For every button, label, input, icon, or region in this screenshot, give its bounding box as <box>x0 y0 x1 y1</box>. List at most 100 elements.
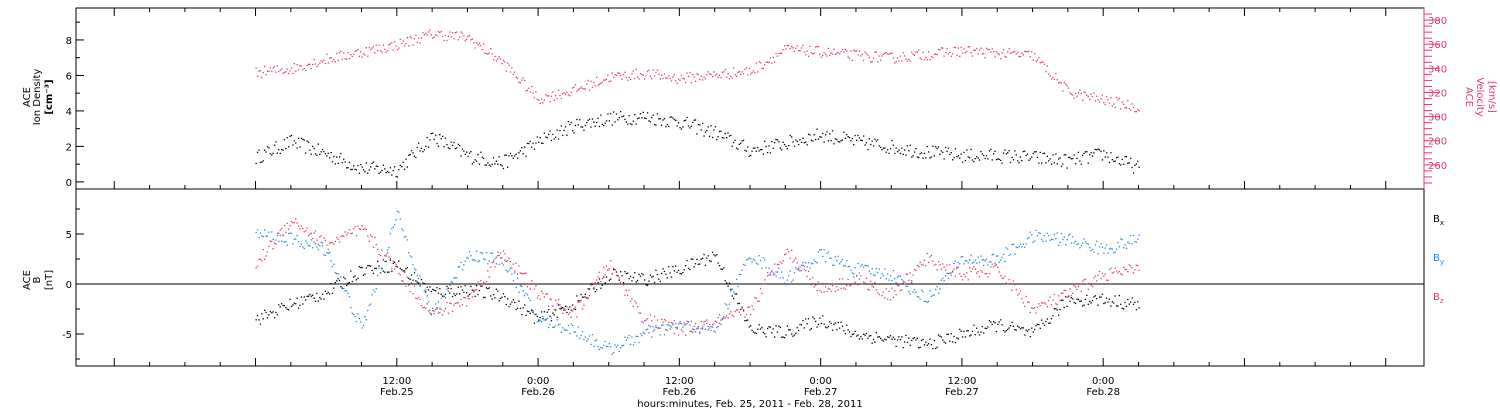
data-point <box>316 239 318 241</box>
data-point <box>764 140 766 142</box>
data-point <box>394 268 396 270</box>
data-point <box>395 263 397 265</box>
data-point <box>580 86 582 88</box>
data-point <box>408 284 410 286</box>
data-point <box>371 47 373 49</box>
data-point <box>754 71 756 74</box>
data-point <box>622 284 625 286</box>
data-point <box>443 39 445 42</box>
data-point <box>1029 311 1031 314</box>
data-point <box>320 241 322 244</box>
data-point <box>491 53 493 55</box>
data-point <box>563 307 565 310</box>
data-point <box>543 99 545 101</box>
data-point <box>798 143 800 146</box>
data-point <box>675 265 677 267</box>
data-point <box>303 139 305 141</box>
data-point <box>913 54 916 57</box>
data-point <box>971 330 974 333</box>
data-point <box>1084 92 1087 94</box>
data-point <box>898 336 900 338</box>
data-point <box>364 170 366 173</box>
data-point <box>865 277 868 279</box>
data-point <box>492 294 495 296</box>
data-point <box>683 322 685 324</box>
data-point <box>700 258 702 260</box>
data-point <box>275 141 277 143</box>
data-point <box>752 331 755 333</box>
data-point <box>829 321 831 323</box>
data-point <box>490 266 492 268</box>
data-point <box>851 333 853 336</box>
data-point <box>851 137 853 140</box>
data-point <box>945 52 947 54</box>
data-point <box>806 144 808 146</box>
data-point <box>435 308 437 310</box>
data-point <box>536 136 538 138</box>
data-point <box>939 49 941 51</box>
data-point <box>644 279 646 281</box>
data-point <box>757 328 759 330</box>
data-point <box>310 295 312 297</box>
data-point <box>974 334 976 336</box>
data-point <box>278 70 280 73</box>
data-point <box>306 227 308 229</box>
data-point <box>870 273 872 275</box>
data-point <box>262 236 264 238</box>
data-point <box>881 294 883 297</box>
data-point <box>297 225 300 227</box>
data-point <box>741 307 743 309</box>
data-point <box>613 111 615 113</box>
data-point <box>281 303 283 305</box>
data-point <box>783 143 786 146</box>
data-point <box>399 267 401 270</box>
data-point <box>707 325 709 328</box>
data-point <box>799 50 801 52</box>
data-point <box>353 228 355 230</box>
data-point <box>271 231 273 233</box>
data-point <box>1024 50 1026 52</box>
data-point <box>290 67 293 69</box>
data-point <box>470 292 472 294</box>
data-point <box>379 171 382 173</box>
data-point <box>292 304 294 306</box>
data-point <box>546 317 548 320</box>
data-point <box>1121 101 1123 103</box>
data-point <box>639 333 642 335</box>
data-point <box>1062 90 1064 92</box>
data-point <box>1086 283 1088 285</box>
data-point <box>1103 302 1105 305</box>
data-point <box>591 334 594 336</box>
data-point <box>912 155 914 157</box>
data-point <box>936 54 938 56</box>
data-point <box>615 113 618 115</box>
data-point <box>820 291 822 293</box>
data-point <box>601 347 603 349</box>
data-point <box>930 156 933 158</box>
data-point <box>1043 234 1046 237</box>
data-point <box>467 257 469 259</box>
data-point <box>961 161 964 163</box>
data-point <box>460 31 462 33</box>
data-point <box>631 336 633 338</box>
data-point <box>1104 103 1106 106</box>
data-point <box>731 295 733 297</box>
data-point <box>1083 304 1085 306</box>
data-point <box>666 77 668 79</box>
data-point <box>313 59 315 61</box>
data-point <box>823 52 825 54</box>
data-point <box>1050 318 1053 320</box>
data-point <box>538 99 540 101</box>
data-point <box>830 290 832 293</box>
data-point <box>598 271 601 273</box>
x-tick-time-label: 12:00 <box>382 376 411 387</box>
data-point <box>285 71 287 73</box>
data-point <box>386 271 389 273</box>
data-point <box>1011 156 1013 158</box>
data-point <box>658 327 660 329</box>
data-point <box>840 140 842 142</box>
data-point <box>1091 286 1094 288</box>
data-point <box>744 320 746 322</box>
data-point <box>843 265 845 267</box>
data-point <box>358 266 360 268</box>
